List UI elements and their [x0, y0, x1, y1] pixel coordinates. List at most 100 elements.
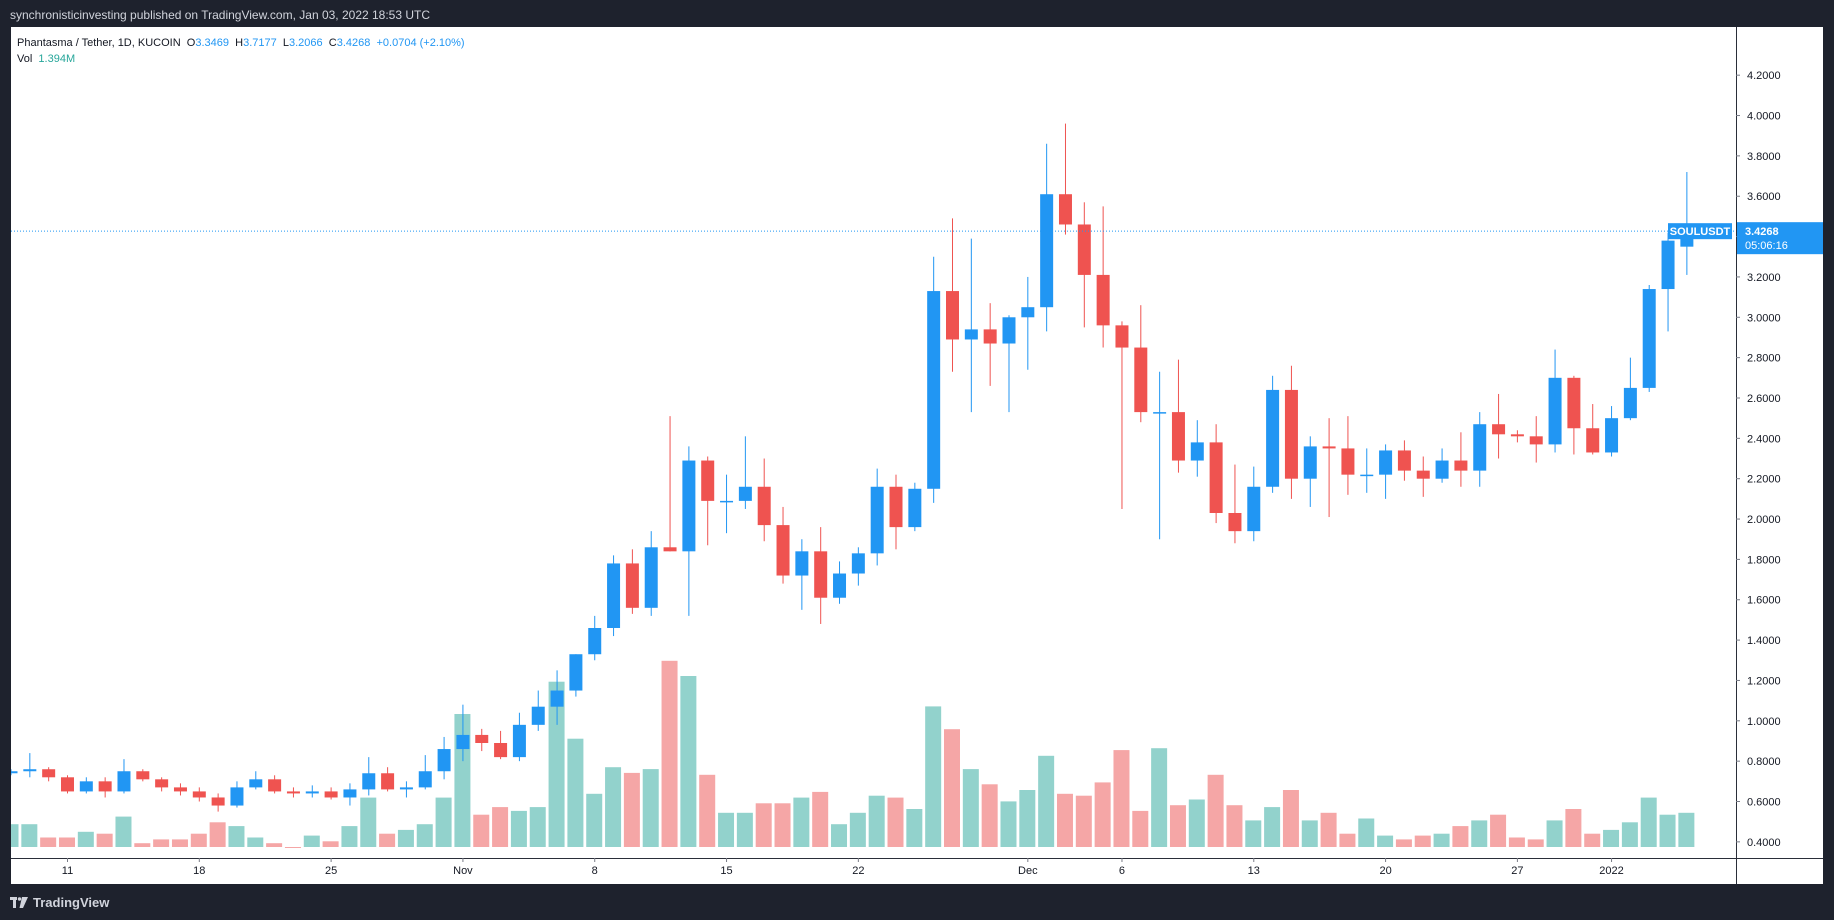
candle-body[interactable]: [399, 787, 413, 790]
symbol-title[interactable]: Phantasma / Tether, 1D, KUCOIN: [17, 37, 181, 49]
candle-body[interactable]: [851, 553, 865, 574]
candle-body[interactable]: [550, 690, 564, 707]
candle-body[interactable]: [569, 654, 583, 691]
candle-body[interactable]: [1171, 412, 1185, 461]
candle-body[interactable]: [1209, 442, 1223, 513]
candle-body[interactable]: [494, 742, 508, 758]
volume-bar: [1546, 820, 1563, 847]
candle-body[interactable]: [682, 460, 696, 552]
candle-body[interactable]: [1002, 317, 1016, 344]
candle-body[interactable]: [738, 486, 752, 501]
y-tick-label: 1.4000: [1747, 635, 1781, 647]
candle-body[interactable]: [1058, 194, 1072, 225]
candle-body[interactable]: [964, 329, 978, 340]
candle-body[interactable]: [1510, 434, 1524, 437]
candle-body[interactable]: [983, 329, 997, 344]
candle-body[interactable]: [343, 789, 357, 798]
candle-body[interactable]: [1397, 450, 1411, 471]
candle-body[interactable]: [1115, 325, 1129, 348]
candle-body[interactable]: [1435, 460, 1449, 479]
candle-body[interactable]: [1322, 446, 1336, 449]
candle-body[interactable]: [475, 734, 489, 743]
candle-body[interactable]: [701, 460, 715, 501]
candle-body[interactable]: [1040, 194, 1054, 308]
candle-body[interactable]: [117, 771, 131, 792]
candle-body[interactable]: [1247, 486, 1261, 532]
candle-body[interactable]: [588, 627, 602, 655]
candle-body[interactable]: [1492, 424, 1506, 435]
candle-body[interactable]: [870, 486, 884, 554]
symbol-tag[interactable]: [1668, 223, 1732, 240]
price-chart[interactable]: 0.4000 0.6000 0.8000 1.0000 1.2000 1.4000 1.60…: [11, 27, 1823, 884]
candle-body[interactable]: [1266, 389, 1280, 487]
candle-body[interactable]: [663, 547, 677, 552]
candle-body[interactable]: [607, 563, 621, 628]
candle-body[interactable]: [437, 749, 451, 772]
candle-body[interactable]: [173, 787, 187, 792]
candle-body[interactable]: [305, 791, 319, 794]
candle-body[interactable]: [1379, 450, 1393, 475]
candle-body[interactable]: [1341, 448, 1355, 475]
candle-body[interactable]: [60, 777, 74, 792]
candle-body[interactable]: [1096, 274, 1110, 326]
tradingview-logo[interactable]: TradingView: [10, 895, 109, 910]
candle-body[interactable]: [1623, 387, 1637, 419]
candle-body[interactable]: [268, 779, 282, 792]
candle-body[interactable]: [644, 547, 658, 608]
candle-body[interactable]: [625, 563, 639, 608]
candle-body[interactable]: [1134, 347, 1148, 413]
candle-body[interactable]: [1228, 512, 1242, 532]
candle-body[interactable]: [155, 779, 169, 788]
candle-body[interactable]: [1605, 418, 1619, 453]
candle-body[interactable]: [927, 291, 941, 489]
candle-body[interactable]: [757, 486, 771, 526]
candle-body[interactable]: [286, 791, 300, 794]
candle-body[interactable]: [11, 771, 18, 774]
candle-body[interactable]: [230, 787, 244, 806]
candle-body[interactable]: [456, 734, 470, 750]
candle-body[interactable]: [249, 779, 263, 788]
candle-body[interactable]: [1416, 470, 1430, 479]
candle-body[interactable]: [1153, 412, 1167, 414]
candle-body[interactable]: [1360, 474, 1374, 477]
candle-body[interactable]: [531, 706, 545, 725]
candle-body[interactable]: [1303, 446, 1317, 479]
candle-body[interactable]: [79, 781, 93, 792]
candle-body[interactable]: [23, 769, 37, 772]
candle-body[interactable]: [1642, 289, 1656, 388]
candle-body[interactable]: [946, 291, 959, 340]
candle-body[interactable]: [42, 769, 56, 778]
candle-body[interactable]: [833, 573, 847, 598]
chart-panel[interactable]: Phantasma / Tether, 1D, KUCOIN O3.3469 H…: [11, 27, 1823, 884]
candle-body[interactable]: [136, 771, 150, 780]
candle-body[interactable]: [381, 773, 395, 790]
candle-body[interactable]: [1529, 436, 1543, 445]
candle-body[interactable]: [795, 551, 809, 576]
candle-body[interactable]: [1567, 377, 1581, 429]
candle-body[interactable]: [908, 488, 922, 528]
candle-body[interactable]: [98, 781, 112, 792]
candle-body[interactable]: [324, 791, 338, 798]
candle-body[interactable]: [814, 551, 828, 598]
candle-body[interactable]: [1661, 240, 1675, 290]
price-tag[interactable]: [1737, 222, 1823, 255]
candle-body[interactable]: [720, 500, 734, 503]
candle-body[interactable]: [211, 797, 225, 806]
candle-body[interactable]: [1473, 424, 1487, 471]
candle-body[interactable]: [889, 486, 903, 528]
candle-body[interactable]: [1284, 389, 1298, 479]
candle-body[interactable]: [1190, 442, 1204, 461]
candle-body[interactable]: [1454, 460, 1468, 471]
vol-label[interactable]: Vol: [17, 53, 33, 65]
candle-body[interactable]: [1021, 307, 1035, 318]
volume-bar: [755, 803, 772, 847]
candle-body[interactable]: [362, 773, 376, 790]
candle-body[interactable]: [776, 525, 790, 576]
candle-body[interactable]: [418, 771, 432, 788]
candle-body[interactable]: [1077, 224, 1091, 275]
volume-bar: [567, 738, 584, 847]
candle-body[interactable]: [1586, 428, 1600, 453]
candle-body[interactable]: [1548, 377, 1562, 445]
candle-body[interactable]: [512, 724, 526, 758]
candle-body[interactable]: [192, 791, 206, 798]
